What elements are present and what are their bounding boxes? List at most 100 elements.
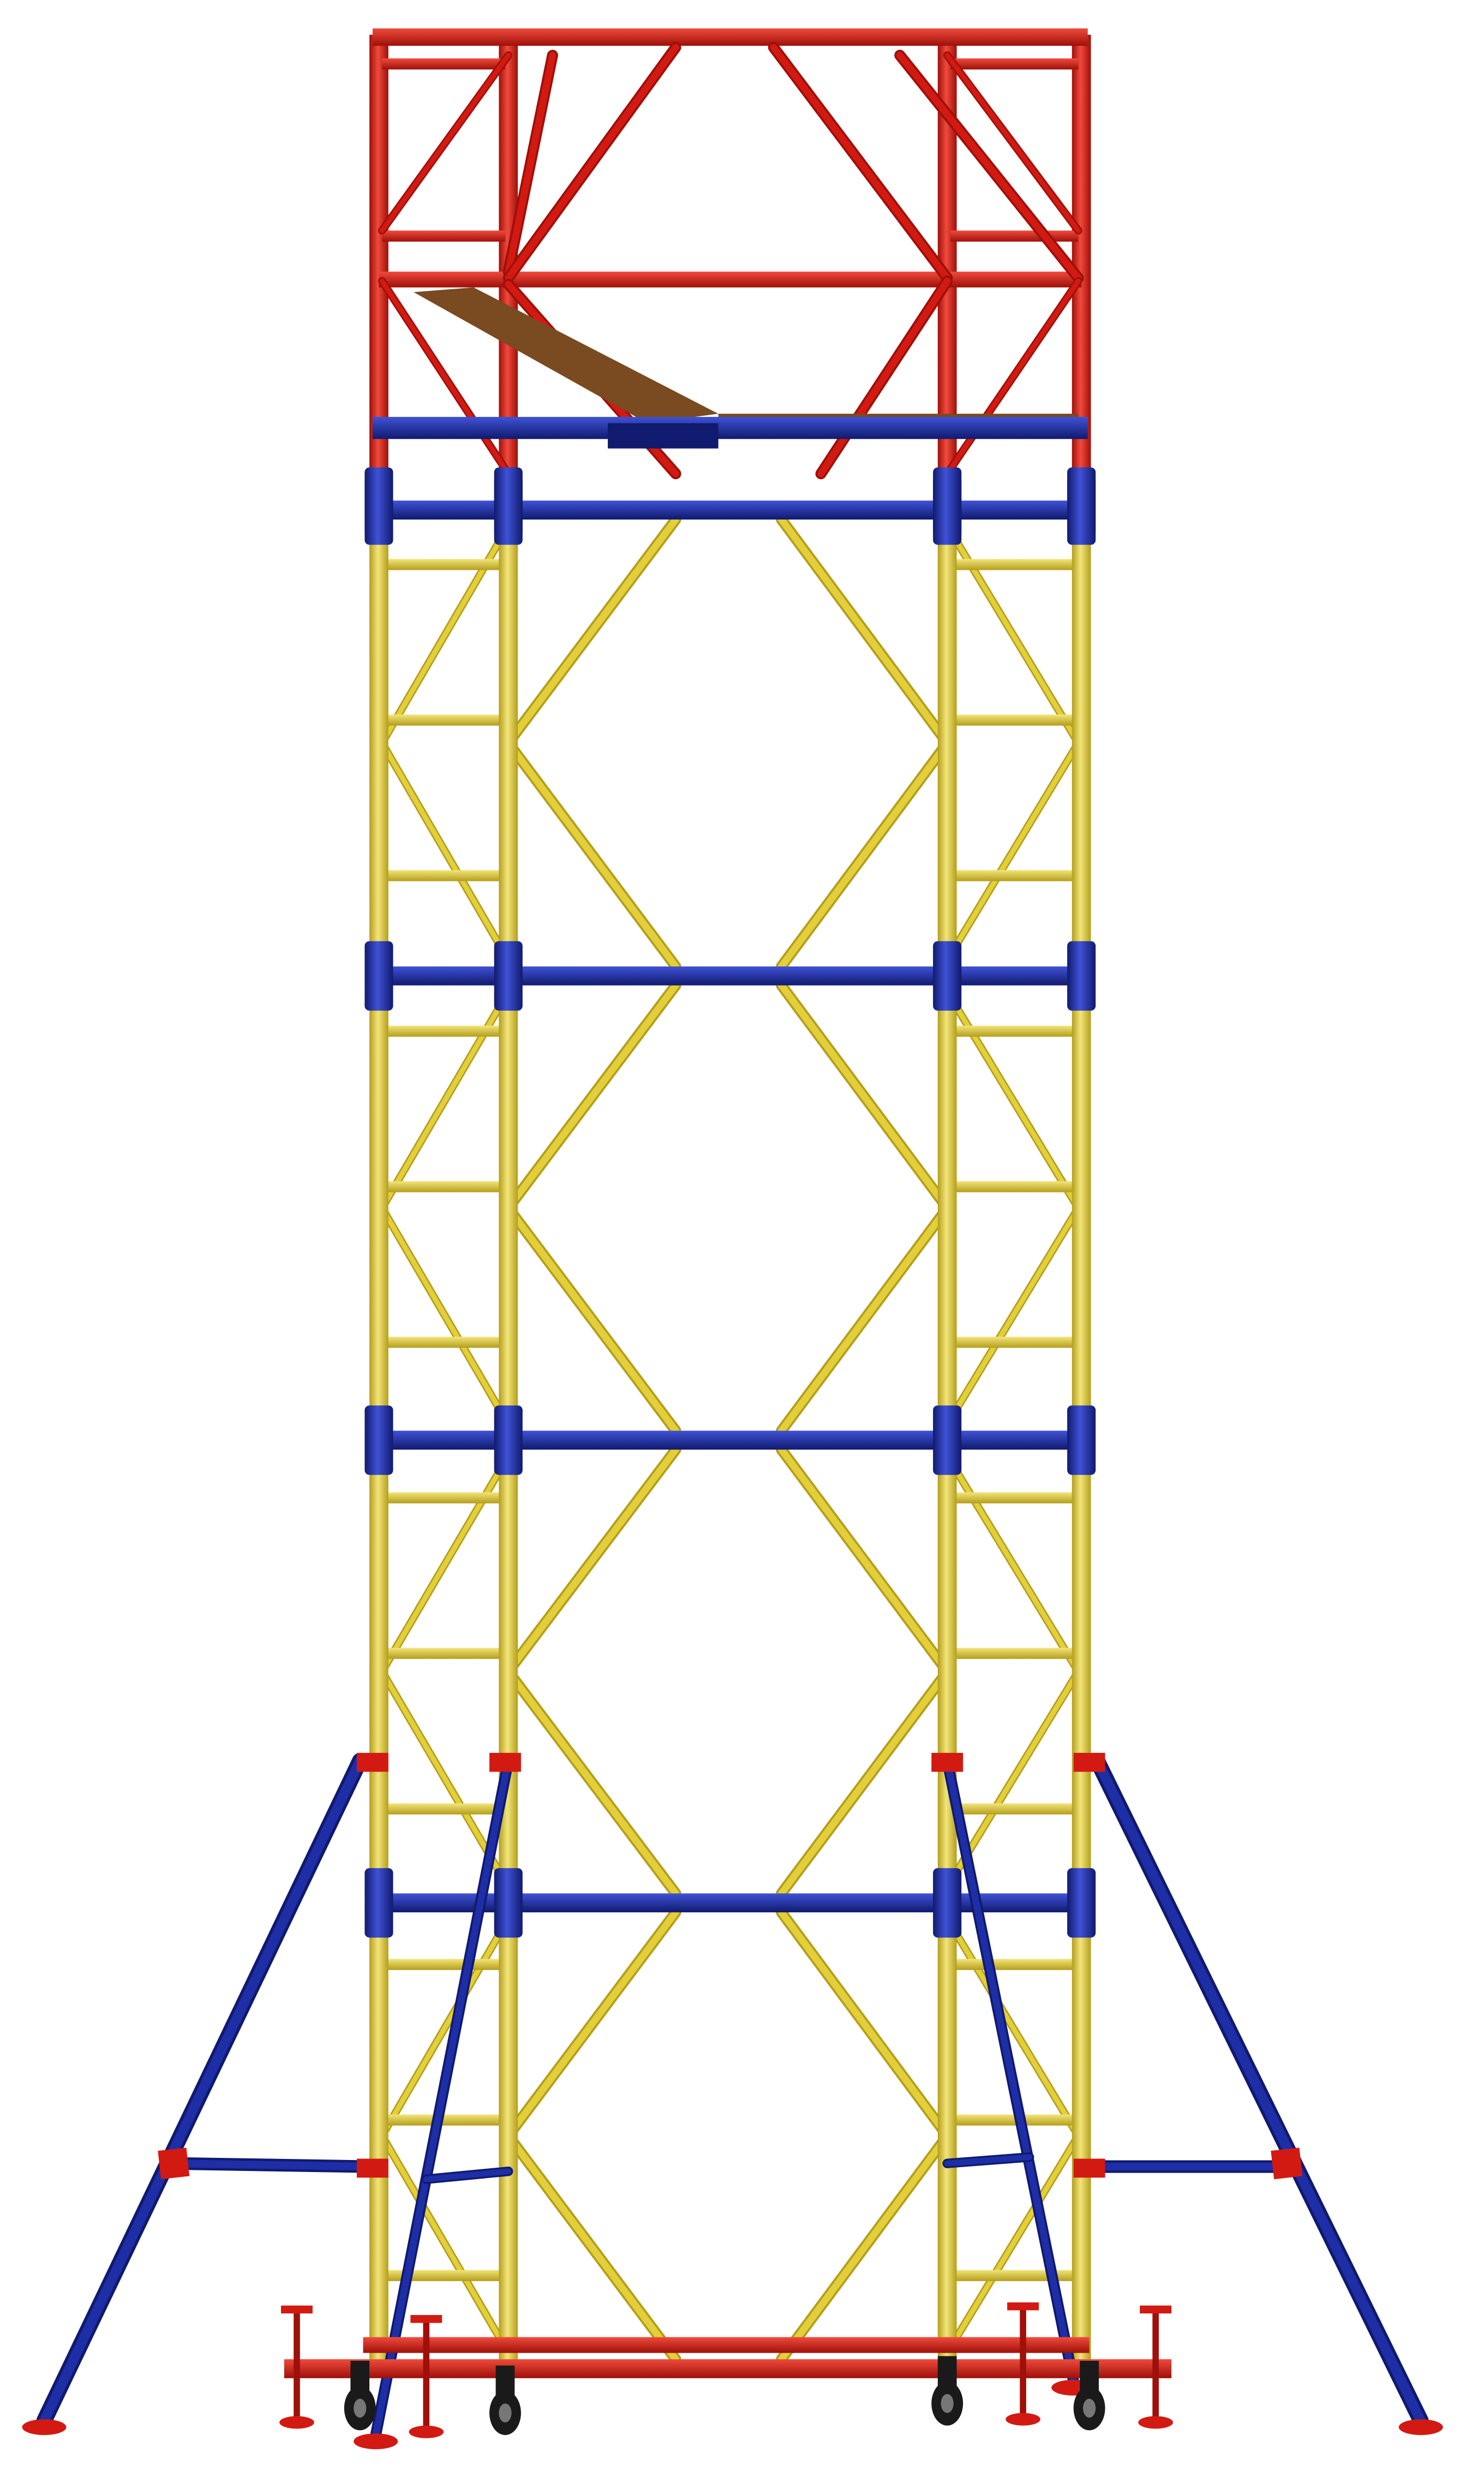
blue-coupler-2-1 [364, 941, 393, 1011]
left-rung-8 [382, 1648, 505, 1659]
ladder-rungs [382, 559, 1079, 2281]
jack-foot-2 [409, 2425, 444, 2438]
deck-support-beam [372, 416, 1088, 439]
inner-brace-lower-right-1-highlight [778, 739, 951, 970]
inner-brace-lower-left-3-highlight [505, 1668, 679, 1897]
outrigger-left-main-highlight [39, 1756, 365, 2426]
left-rung-1 [382, 559, 505, 570]
jack-handle-1 [281, 2305, 313, 2314]
red-side-brace-left-2-highlight [379, 278, 511, 476]
inner-brace-upper-left-1-highlight [505, 516, 679, 747]
right-rung-2 [950, 714, 1079, 726]
inner-brace-upper-left-2-highlight [505, 982, 679, 1212]
deck-coupler-2 [494, 467, 523, 537]
side-brace-left-top-4-highlight [379, 1916, 511, 2139]
outrigger-clamp-3 [356, 2158, 388, 2178]
right-rung-7 [950, 1492, 1079, 1503]
right-rung-6 [950, 1337, 1079, 1348]
left-rung-11 [382, 2114, 505, 2126]
left-rung-12 [382, 2270, 505, 2281]
red-brace-1-highlight [505, 51, 556, 275]
blue-beam-3 [372, 1430, 1088, 1450]
jack-handle-2 [410, 2315, 442, 2323]
side-brace-right-bottom-2-highlight [944, 1206, 1081, 1427]
red-brace-2-highlight [505, 44, 679, 282]
blue-coupler-4-4 [1067, 1868, 1096, 1938]
outrigger-joint-left [158, 2147, 190, 2180]
inner-brace-lower-left-1-highlight [505, 739, 679, 970]
blue-coupler-4-3 [933, 1868, 962, 1938]
blue-coupler-2-4 [1067, 941, 1096, 1011]
blue-beam-2 [372, 966, 1088, 986]
red-brace-3-highlight [770, 44, 951, 282]
leveling-jack-2 [423, 2318, 430, 2429]
inner-brace-upper-right-4-highlight [778, 1908, 951, 2139]
inner-brace-lower-right-4-highlight [778, 2132, 951, 2363]
side-brace-left-top-2-highlight [379, 989, 511, 1211]
side-brace-right-bottom-4-highlight [944, 2133, 1081, 2355]
outrigger-joint-right [1271, 2147, 1303, 2180]
horizontal-beams [364, 475, 1096, 1938]
left-rung-6 [382, 1337, 505, 1348]
base-frame-with-wheels [279, 2302, 1173, 2438]
top-rung-right-1 [950, 58, 1079, 70]
base-rail-back [363, 2337, 1090, 2353]
stabilizer-outriggers [22, 1752, 1443, 2449]
blue-coupler-4-1 [364, 1868, 393, 1938]
outrigger-front-right-strut-highlight [944, 2154, 1033, 2167]
work-platform-deck [364, 287, 1096, 537]
side-brace-right-top-2-highlight [944, 989, 1081, 1211]
top-rung-right-2 [950, 230, 1079, 242]
right-rung-3 [950, 870, 1079, 881]
leveling-jack-4 [1152, 2308, 1159, 2420]
red-side-brace-left-1-highlight [379, 52, 511, 233]
right-rung-1 [950, 559, 1079, 570]
inner-brace-lower-right-3-highlight [778, 1668, 951, 1897]
red-side-brace-right-1-highlight [944, 52, 1081, 233]
inner-brace-lower-left-2-highlight [505, 1204, 679, 1434]
inner-brace-upper-right-2-highlight [778, 982, 951, 1212]
deck-coupler-4 [1067, 467, 1096, 537]
side-brace-right-top-1-highlight [944, 523, 1081, 745]
jack-handle-3 [1007, 2302, 1039, 2311]
wheel-hub-4 [1083, 2399, 1096, 2418]
inner-brace-upper-left-3-highlight [505, 1446, 679, 1675]
outrigger-clamp-5 [489, 1752, 521, 1772]
red-side-brace-right-2-highlight [944, 278, 1081, 476]
outrigger-foot-2 [1398, 2419, 1443, 2435]
blue-coupler-2-2 [494, 941, 523, 1011]
wheel-hub-2 [499, 2403, 512, 2423]
blue-beam-1 [372, 500, 1088, 520]
left-rung-3 [382, 870, 505, 881]
inner-brace-upper-right-3-highlight [778, 1446, 951, 1675]
side-brace-left-top-3-highlight [379, 1453, 511, 1674]
right-rung-12 [950, 2270, 1079, 2281]
jack-foot-1 [279, 2416, 314, 2429]
right-rung-4 [950, 1025, 1079, 1037]
right-rung-8 [950, 1648, 1079, 1659]
side-brace-right-top-3-highlight [944, 1453, 1081, 1674]
base-rail-front [284, 2359, 1172, 2378]
blue-coupler-3-2 [494, 1405, 523, 1475]
left-rung-10 [382, 1959, 505, 1970]
outrigger-foot-3 [354, 2433, 398, 2449]
jack-handle-4 [1140, 2305, 1172, 2314]
side-brace-left-bottom-1-highlight [379, 740, 511, 963]
top-rung-left-1 [382, 58, 505, 70]
frame-uprights [369, 481, 1091, 2369]
wheel-hub-3 [941, 2394, 954, 2413]
side-brace-left-bottom-4-highlight [379, 2133, 511, 2355]
outrigger-front-left-strut-highlight [423, 2168, 512, 2182]
wheel-hub-1 [354, 2399, 367, 2418]
outrigger-clamp-4 [1073, 2158, 1105, 2178]
left-rung-9 [382, 1803, 505, 1815]
deck-coupler-1 [364, 467, 393, 537]
inner-brace-lower-left-4-highlight [505, 2132, 679, 2363]
outrigger-front-right-highlight [943, 1757, 1077, 2385]
deck-hatch-hinge [608, 423, 719, 449]
inner-brace-upper-left-4-highlight [505, 1908, 679, 2139]
left-rung-4 [382, 1025, 505, 1037]
outrigger-right-main-highlight [1092, 1756, 1426, 2426]
deck-hatch-open [414, 287, 719, 423]
side-brace-right-bottom-1-highlight [944, 740, 1081, 963]
